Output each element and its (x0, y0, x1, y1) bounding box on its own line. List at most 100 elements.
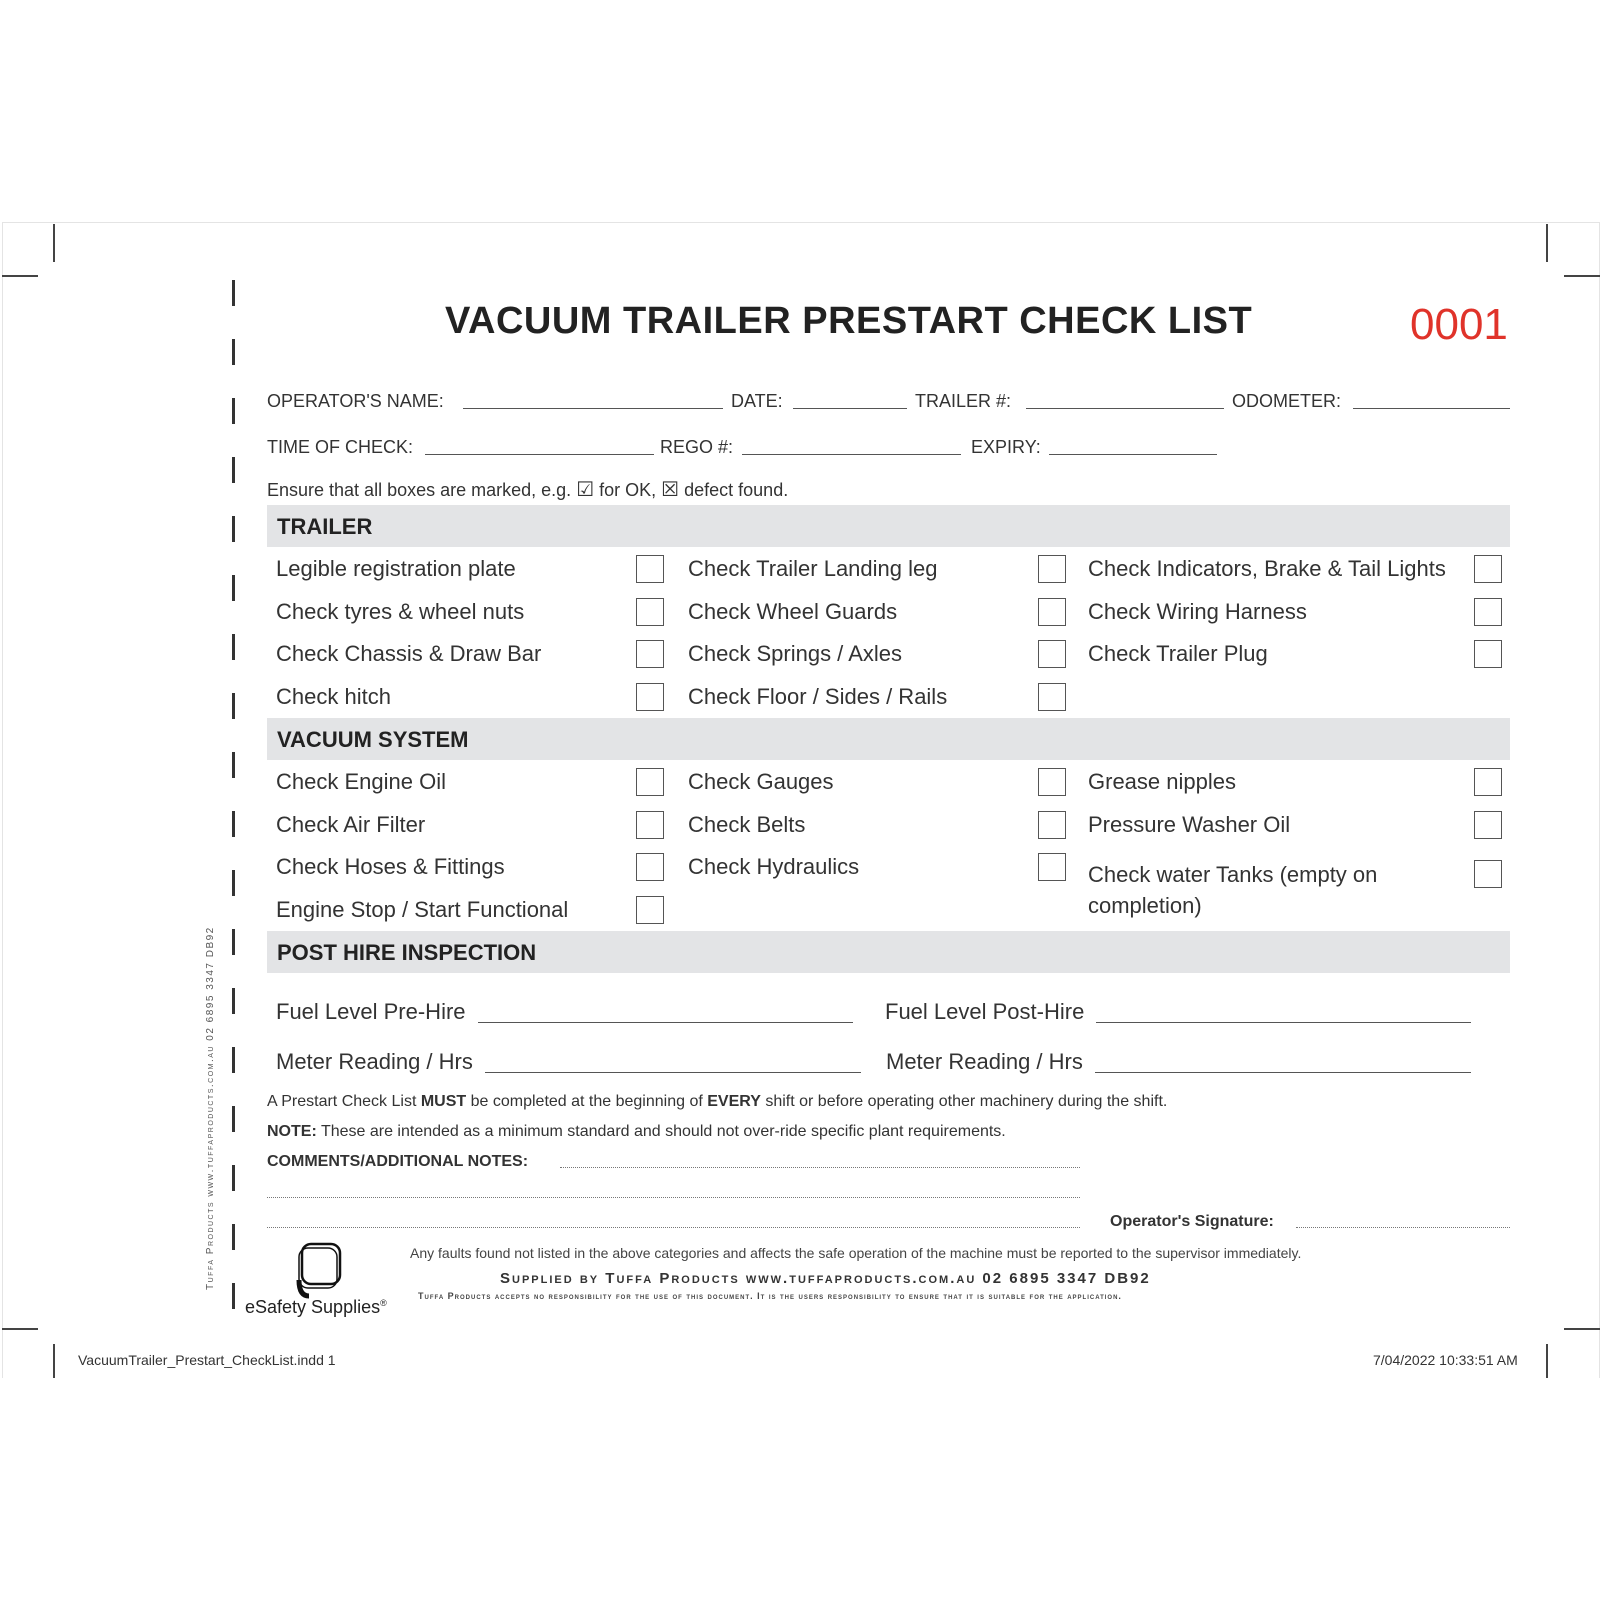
perforation-tick (232, 693, 235, 719)
section-post-hire-header: POST HIRE INSPECTION (267, 931, 1510, 973)
crop-mark (53, 1344, 55, 1378)
checkbox[interactable] (636, 682, 664, 711)
perforation-tick (232, 457, 235, 483)
trailer-field[interactable] (1026, 408, 1224, 409)
signature-field[interactable] (1296, 1227, 1510, 1228)
checklist-item-label: Check Hydraulics (688, 854, 860, 880)
checklist-item-label-cont: completion) (1088, 893, 1202, 918)
checkbox[interactable] (636, 555, 664, 583)
perforation-tick (232, 929, 235, 955)
perforation-tick (232, 811, 235, 837)
checklist-item-label: Check Hoses & Fittings (276, 854, 505, 880)
crop-mark (1546, 1344, 1548, 1378)
meter-pre-label: Meter Reading / Hrs (276, 1049, 473, 1074)
serial-number: 0001 (1410, 300, 1508, 349)
checkbox[interactable] (1038, 853, 1066, 882)
checkbox[interactable] (1038, 768, 1066, 796)
checkbox[interactable] (636, 810, 664, 839)
perforation-tick (232, 1047, 235, 1073)
meter-post-field[interactable] (1095, 1072, 1471, 1073)
checkbox[interactable] (1474, 768, 1502, 796)
checkbox[interactable] (1038, 640, 1066, 669)
perforation-tick (232, 634, 235, 660)
crop-mark (1546, 224, 1548, 262)
perforation-tick (232, 752, 235, 778)
checkbox[interactable] (636, 768, 664, 796)
odometer-field[interactable] (1353, 408, 1510, 409)
checklist-item-label: Pressure Washer Oil (1088, 811, 1291, 837)
t: be completed at the beginning of (466, 1093, 708, 1110)
checkbox[interactable] (1474, 555, 1502, 583)
section-vacuum-header: VACUUM SYSTEM (267, 718, 1510, 760)
meter-pre-field[interactable] (485, 1072, 861, 1073)
checked-example-icon: ☑ (576, 479, 595, 501)
checkbox[interactable] (1474, 860, 1502, 889)
checkbox[interactable] (1038, 555, 1066, 583)
logo-text: eSafety Supplies® (245, 1297, 387, 1318)
perforation-tick (232, 280, 235, 306)
odometer-label: ODOMETER: (1232, 391, 1342, 411)
checklist-item-label: Check Trailer Landing leg (688, 556, 938, 581)
rego-label: REGO #: (660, 437, 734, 457)
fuel-post-field[interactable] (1096, 1022, 1471, 1023)
disclaimer: Tuffa Products accepts no responsibility… (418, 1291, 1122, 1301)
comments-label: COMMENTS/ADDITIONAL NOTES: (267, 1153, 529, 1170)
fuel-pre-label: Fuel Level Pre-Hire (276, 999, 466, 1024)
comments-field-3[interactable] (267, 1227, 1080, 1228)
t: These are intended as a minimum standard… (316, 1123, 1006, 1140)
t: A Prestart Check List (267, 1093, 421, 1110)
checkbox[interactable] (1038, 597, 1066, 626)
fuel-pre-field[interactable] (478, 1022, 853, 1023)
checkbox[interactable] (1474, 640, 1502, 669)
checklist-item-label: Check Engine Oil (276, 769, 446, 794)
section-trailer-header: TRAILER (267, 505, 1510, 547)
expiry-field[interactable] (1049, 454, 1217, 455)
checkbox[interactable] (636, 853, 664, 882)
t: NOTE: (267, 1123, 317, 1140)
perforation-tick (232, 1224, 235, 1250)
section-title: POST HIRE INSPECTION (277, 940, 537, 965)
crop-mark (53, 224, 55, 262)
checklist-item-label: Check tyres & wheel nuts (276, 598, 525, 624)
t: shift or before operating other machiner… (760, 1093, 1168, 1110)
checkbox[interactable] (1474, 597, 1502, 626)
ok-text: for OK, (599, 480, 657, 500)
checklist-item-label: Grease nipples (1088, 769, 1236, 794)
checkbox[interactable] (636, 640, 664, 669)
perforation-tick (232, 516, 235, 542)
checkbox[interactable] (636, 895, 664, 924)
time-field[interactable] (425, 454, 654, 455)
checkbox[interactable] (1038, 810, 1066, 839)
checkbox[interactable] (1474, 810, 1502, 839)
perforation-tick (232, 1165, 235, 1191)
supplied-by: Supplied by Tuffa Products www.tuffaprod… (500, 1270, 1151, 1287)
perforation-tick (232, 870, 235, 896)
checklist-item-label: Check hitch (276, 683, 391, 709)
instruction-text: Ensure that all boxes are marked, e.g. (267, 480, 572, 500)
checklist-item-label: Engine Stop / Start Functional (276, 896, 569, 922)
defect-text: defect found. (684, 480, 789, 500)
checkbox[interactable] (1038, 682, 1066, 711)
comments-field[interactable] (560, 1167, 1080, 1168)
operator-name-field[interactable] (463, 408, 723, 409)
perforation-tick (232, 398, 235, 424)
checklist-item-label: Check Floor / Sides / Rails (688, 683, 948, 709)
checklist-item-label: Check Indicators, Brake & Tail Lights (1088, 556, 1446, 581)
perforation-tick (232, 988, 235, 1014)
perforation-tick (232, 575, 235, 601)
checkbox[interactable] (636, 597, 664, 626)
comments-field-2[interactable] (267, 1197, 1080, 1198)
date-field[interactable] (793, 408, 907, 409)
checklist-item-label: Check Springs / Axles (688, 641, 902, 667)
trailer-label: TRAILER #: (915, 391, 1012, 411)
t: eSafety Supplies (245, 1297, 381, 1317)
checklist-item-label: Check Chassis & Draw Bar (276, 641, 542, 667)
checklist-item-label: Legible registration plate (276, 556, 516, 581)
operator-name-label: OPERATOR'S NAME: (267, 391, 444, 411)
checklist-item-label: Check water Tanks (empty on (1088, 862, 1378, 888)
footer-filename: VacuumTrailer_Prestart_CheckList.indd 1 (78, 1352, 336, 1368)
meter-post-label: Meter Reading / Hrs (886, 1049, 1083, 1074)
rego-field[interactable] (742, 454, 961, 455)
crop-mark (2, 1328, 38, 1330)
crop-mark (2, 275, 38, 277)
